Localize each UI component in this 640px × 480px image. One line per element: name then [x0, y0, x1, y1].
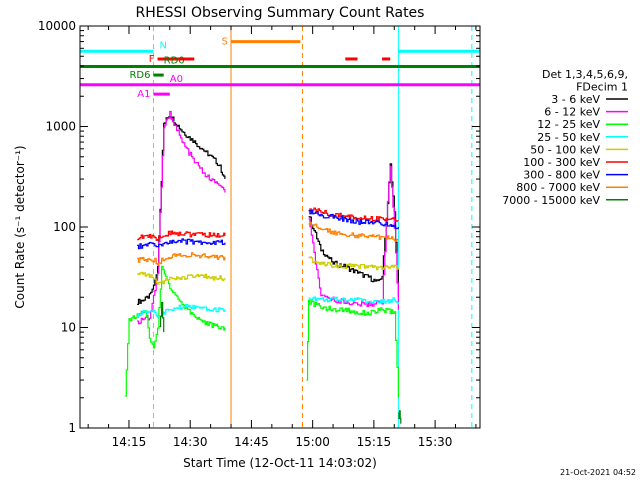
legend-label-1: 6 - 12 keV [544, 106, 600, 119]
x-tick-label-0: 14:15 [112, 435, 147, 449]
series-lines [124, 110, 402, 424]
legend-label-6: 300 - 800 keV [523, 169, 600, 182]
x-tick-label-5: 15:30 [418, 435, 453, 449]
series-line-5-1 [308, 207, 399, 222]
series-line-3-0 [137, 304, 226, 319]
series-line-2-1 [306, 299, 399, 398]
series-line-0-0 [137, 116, 226, 305]
series-line-8-0 [159, 302, 165, 333]
legend-label-8: 7000 - 15000 keV [502, 194, 600, 207]
y-tick-label-0: 1 [68, 421, 76, 435]
flag-label-1: S [222, 37, 228, 48]
axes: 1 10 100 1000 10000 14:15 14:30 14:45 15:00 15:15… [38, 19, 480, 449]
series-line-2-0 [124, 265, 226, 397]
legend-header-0: Det 1,3,4,5,6,9, [542, 68, 628, 81]
series-line-6-1 [308, 209, 399, 230]
x-axis-label: Start Time (12-Oct-11 14:03:02) [183, 456, 377, 470]
series-line-4-0 [137, 271, 226, 285]
x-tick-label-4: 15:15 [357, 435, 392, 449]
series-line-7-1 [308, 221, 399, 242]
legend-header-1: FDecim 1 [576, 81, 628, 94]
x-tick-label-1: 14:30 [173, 435, 208, 449]
flag-label-0: N [159, 40, 166, 51]
flag-label-2: F [149, 54, 155, 65]
flag-label-3: RD0 [164, 56, 185, 67]
flag-label-6: A1 [137, 89, 150, 100]
y-axis-label: Count Rate (s⁻¹ detector⁻¹) [13, 145, 27, 308]
series-line-6-0 [137, 238, 226, 250]
vertical-markers [79, 26, 473, 428]
y-tick-label-3: 1000 [45, 120, 76, 134]
y-tick-label-2: 100 [53, 220, 76, 234]
series-line-0-1 [308, 163, 399, 298]
legend-label-2: 12 - 25 keV [537, 118, 600, 131]
legend-label-7: 800 - 7000 keV [516, 181, 600, 194]
legend-label-0: 3 - 6 keV [551, 93, 600, 106]
y-tick-label-1: 10 [61, 321, 76, 335]
x-tick-label-2: 14:45 [234, 435, 269, 449]
series-line-3-1 [308, 296, 399, 305]
plot-frame [79, 25, 481, 429]
flag-label-4: RD6 [129, 70, 150, 81]
legend-label-5: 100 - 300 keV [523, 156, 600, 169]
legend-label-4: 50 - 100 keV [530, 143, 600, 156]
series-line-8-1 [398, 410, 402, 424]
chart-title: RHESSI Observing Summary Count Rates [136, 5, 425, 21]
series-line-4-1 [308, 256, 399, 271]
series-line-7-0 [137, 252, 226, 266]
y-tick-label-4: 10000 [38, 19, 76, 33]
flag-label-5: A0 [170, 74, 183, 85]
timestamp: 21-Oct-2021 04:52 [560, 468, 636, 477]
legend-label-3: 25 - 50 keV [537, 131, 600, 144]
observing-flags: N S F RD0 RD6 A0 A1 [80, 37, 480, 100]
series-line-1-0 [137, 110, 226, 325]
x-tick-label-3: 15:00 [295, 435, 330, 449]
series-line-5-0 [137, 230, 226, 241]
series-line-1-1 [308, 166, 399, 310]
